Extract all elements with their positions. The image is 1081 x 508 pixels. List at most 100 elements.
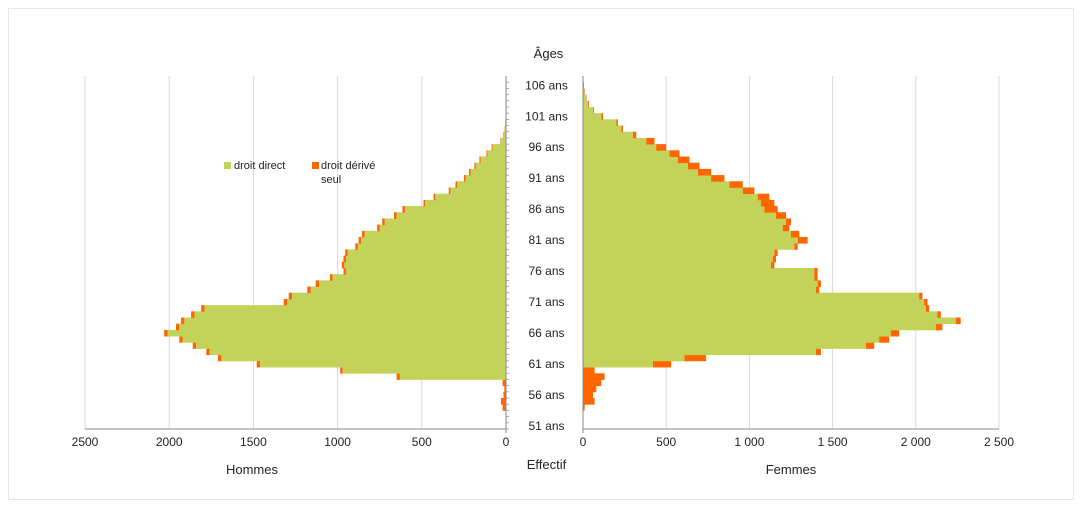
bar-femmes-droit-derive <box>764 206 778 213</box>
x-tick-label-left: 1000 <box>324 435 351 449</box>
bar-hommes-droit-direct <box>487 150 506 157</box>
bar-femmes-droit-direct <box>583 230 791 238</box>
bar-femmes-droit-direct <box>583 360 653 368</box>
bar-hommes-droit-direct <box>179 323 506 331</box>
bar-femmes-droit-direct <box>583 267 815 275</box>
bar-femmes-droit-direct <box>583 106 593 114</box>
bar-femmes-droit-derive <box>583 373 605 380</box>
bar-hommes-droit-direct <box>260 360 506 368</box>
bar-femmes-droit-derive <box>592 106 594 114</box>
bar-femmes-droit-direct <box>583 274 815 281</box>
x-tick-label-left: 1500 <box>240 435 267 449</box>
bar-femmes-droit-derive <box>583 404 585 411</box>
bar-hommes-droit-direct <box>435 193 506 201</box>
x-tick-label-right: 1 000 <box>734 435 764 449</box>
bar-hommes-droit-derive <box>491 144 493 151</box>
bar-hommes-droit-direct <box>379 224 506 232</box>
bar-femmes-droit-derive <box>646 137 655 145</box>
bar-femmes-droit-derive <box>583 391 593 399</box>
bar-femmes-droit-derive <box>925 305 930 312</box>
bar-femmes-droit-direct <box>583 206 765 213</box>
bar-femmes-droit-derive <box>632 131 637 139</box>
legend-label-droit-direct: droit direct <box>234 160 285 172</box>
bar-femmes-droit-direct <box>583 224 783 232</box>
bar-hommes-droit-direct <box>492 144 506 151</box>
bar-femmes-droit-direct <box>583 354 685 362</box>
bar-femmes-droit-direct <box>583 323 936 331</box>
bar-femmes-droit-direct <box>583 137 647 145</box>
bar-femmes-droit-derive <box>583 379 602 387</box>
bar-hommes-droit-direct <box>361 237 506 244</box>
bar-femmes-droit-direct <box>583 280 818 287</box>
bar-femmes-droit-direct <box>583 218 787 226</box>
bar-femmes-droit-direct <box>583 113 602 120</box>
bar-femmes-droit-direct <box>583 255 773 263</box>
bar-hommes-droit-derive <box>315 280 320 287</box>
bar-femmes-droit-direct <box>583 156 678 164</box>
age-tick-label: 81 ans <box>528 233 564 247</box>
bar-femmes-droit-direct <box>583 261 772 269</box>
bar-femmes-droit-direct <box>583 88 585 95</box>
bar-femmes-droit-direct <box>583 100 588 108</box>
bar-femmes-droit-direct <box>583 212 777 219</box>
bar-femmes-droit-derive <box>601 113 603 120</box>
bar-hommes-droit-derive <box>288 292 293 300</box>
bar-hommes-droit-direct <box>465 175 506 182</box>
bar-femmes-droit-derive <box>587 100 589 108</box>
bar-femmes-droit-direct <box>583 199 762 207</box>
bar-femmes-droit-derive <box>677 156 690 164</box>
bar-hommes-droit-derive <box>502 404 506 411</box>
age-tick-label: 106 ans <box>525 78 568 92</box>
x-tick-label-right: 2 000 <box>901 435 931 449</box>
bar-hommes-droit-derive <box>382 218 385 226</box>
bar-hommes-droit-derive <box>175 323 180 331</box>
bar-hommes-droit-direct <box>399 373 506 380</box>
bar-hommes-droit-direct <box>221 354 507 362</box>
bar-hommes-droit-direct <box>194 311 506 318</box>
bar-femmes-droit-derive <box>583 367 595 374</box>
bar-femmes-droit-direct <box>583 298 925 306</box>
bar-hommes-droit-derive <box>341 261 345 269</box>
bar-femmes-droit-direct <box>583 243 795 250</box>
bar-femmes-droit-direct <box>583 181 730 188</box>
bar-femmes-droit-derive <box>621 125 623 133</box>
bar-femmes-droit-direct <box>583 336 880 343</box>
bar-femmes-droit-derive <box>815 348 821 356</box>
bar-femmes-droit-derive <box>757 193 770 201</box>
legend-label-droit-derive: droit dérivé <box>321 160 375 172</box>
bar-hommes-droit-derive <box>330 274 333 281</box>
bar-hommes-droit-derive <box>191 311 195 318</box>
bar-hommes-droit-derive <box>423 199 426 207</box>
x-tick-label-right: 0 <box>580 435 587 449</box>
bar-hommes-droit-derive <box>377 224 380 232</box>
bar-femmes-droit-derive <box>924 298 928 306</box>
population-pyramid-chart: 51 ans 56 ans 61 ans 66 ans 71 ans 76 ans 81 a… <box>72 46 1015 477</box>
bar-hommes-droit-direct <box>364 230 506 238</box>
bar-hommes-droit-derive <box>396 373 400 380</box>
bar-femmes-droit-direct <box>583 317 956 325</box>
x-tick-label-right: 500 <box>656 435 676 449</box>
bar-femmes-droit-direct <box>583 119 617 126</box>
bar-hommes-droit-derive <box>180 317 185 325</box>
bar-hommes-droit-direct <box>332 274 506 281</box>
bar-femmes-droit-derive <box>791 230 800 238</box>
bar-femmes-droit-derive <box>774 249 778 256</box>
bar-hommes-droit-direct <box>384 218 506 226</box>
bar-hommes-droit-derive <box>201 305 205 312</box>
bar-hommes-droit-derive <box>503 391 506 399</box>
bar-hommes-droit-direct <box>450 187 506 195</box>
bar-femmes-droit-derive <box>817 280 821 287</box>
bar-femmes-droit-direct <box>583 305 926 312</box>
left-side-label-hommes: Hommes <box>226 462 279 477</box>
bar-hommes-droit-direct <box>342 367 506 374</box>
bar-femmes-droit-derive <box>652 360 672 368</box>
bar-femmes-droit-derive <box>771 261 775 269</box>
bar-hommes-droit-direct <box>287 298 506 306</box>
bar-femmes-droit-derive <box>761 199 775 207</box>
bar-hommes-droit-direct <box>196 342 507 349</box>
bar-hommes-droit-derive <box>433 193 436 201</box>
bar-hommes-droit-derive <box>345 249 348 256</box>
bar-femmes-droit-derive <box>583 398 595 405</box>
bar-femmes-droit-derive <box>919 292 923 300</box>
bar-femmes-droit-derive <box>935 323 943 331</box>
